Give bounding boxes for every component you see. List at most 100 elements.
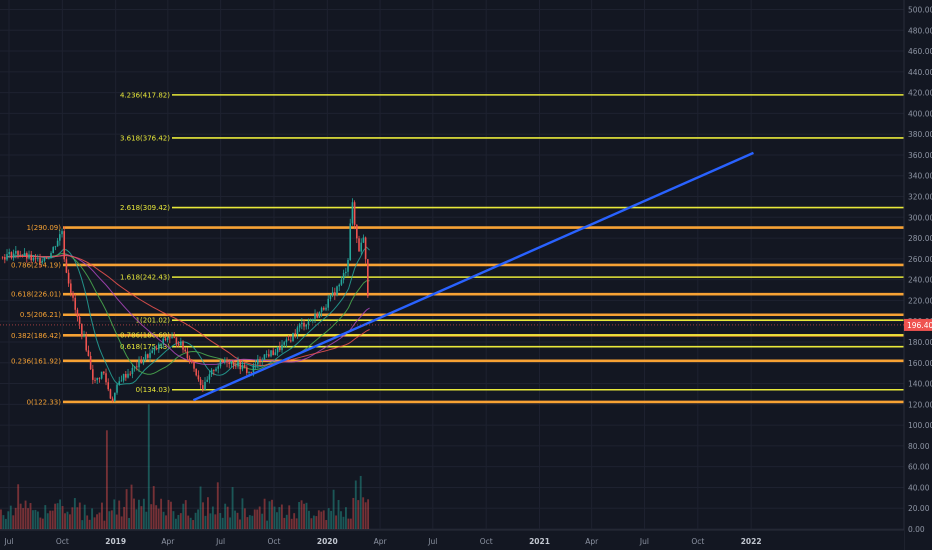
volume-bar (36, 511, 39, 529)
time-axis-panel[interactable] (0, 530, 904, 550)
volume-bar (145, 511, 148, 529)
volume-bar (160, 498, 163, 529)
candle-body (111, 398, 114, 402)
volume-bar (61, 506, 64, 529)
candle-body (127, 373, 129, 378)
candle-body (367, 259, 369, 297)
candle-body (290, 340, 292, 342)
volume-bar (298, 502, 301, 529)
price-tick-label: 80.00 (908, 442, 930, 451)
candle-body (21, 255, 24, 257)
volume-bar (142, 498, 145, 529)
current-price-box (904, 318, 932, 331)
candle-body (28, 254, 30, 259)
volume-bar (344, 507, 347, 529)
volume-bar (133, 498, 135, 529)
current-price-label: 196.40 (907, 321, 932, 330)
candle-body (325, 307, 327, 310)
candle-body (305, 324, 308, 327)
candle-body (74, 297, 77, 310)
price-tick-label: 340.00 (908, 172, 932, 181)
candle-body (349, 223, 352, 260)
volume-bar (349, 518, 352, 529)
trendline-line[interactable] (192, 151, 754, 402)
fib-level-label: 0.618(226.01) (11, 291, 61, 299)
volume-bar (182, 503, 185, 529)
fibonacci-levels[interactable]: 1(290.09) 0.786(254.19) 0.618(226.01) 0.5(2… (11, 91, 904, 406)
volume-bar (352, 497, 355, 529)
volume-bar (177, 514, 180, 529)
volume-bar (204, 515, 207, 529)
candle-body (193, 362, 195, 369)
candle-body (323, 307, 325, 310)
volume-bar (184, 500, 187, 529)
volume-bar (39, 517, 42, 529)
candle-body (50, 253, 52, 258)
volume-bar (78, 502, 81, 529)
volume-bar (29, 503, 32, 529)
price-tick-label: 380.00 (908, 130, 932, 139)
price-tick-label: 280.00 (908, 234, 932, 243)
candle-body (78, 317, 81, 324)
time-axis[interactable]: Jul Oct 2019 Apr Jul Oct 2020 Apr Jul Oct 2021 Apr J… (3, 537, 761, 546)
price-tick-label: 0.00 (908, 525, 925, 534)
candle-body (219, 360, 222, 367)
volume-bar (231, 487, 234, 529)
candle-body (114, 392, 116, 402)
price-tick-label: 20.00 (908, 504, 930, 513)
volume-bar (317, 510, 320, 529)
candle-body (230, 361, 233, 365)
candle-body (48, 257, 50, 259)
candle-body (175, 337, 178, 344)
candle-body (151, 350, 154, 353)
price-tick-label: 260.00 (908, 255, 932, 264)
fib-extension-label: 3.618(376.42) (120, 134, 170, 142)
price-axis[interactable]: 500.00 480.00 460.00 440.00 420.00 400.00 380.… (908, 6, 932, 535)
candle-body (41, 260, 44, 263)
candle-body (26, 253, 28, 259)
candle-body (239, 361, 242, 370)
volume-bar (219, 513, 222, 529)
volume-bar (199, 486, 202, 529)
volume-bar (310, 518, 313, 529)
volume-bar (7, 511, 10, 529)
candle-body (252, 365, 255, 373)
price-tick-label: 180.00 (908, 338, 932, 347)
candle-body (173, 337, 176, 338)
candle-body (215, 368, 217, 371)
volume-bar (283, 517, 286, 529)
candle-body (362, 237, 365, 243)
volume-bar (81, 520, 84, 529)
price-tick-label: 360.00 (908, 151, 932, 160)
price-tick-label: 300.00 (908, 213, 932, 222)
candle-body (116, 384, 118, 393)
volume-bar (364, 502, 367, 529)
candle-body (32, 257, 35, 261)
candle-body (336, 286, 338, 296)
candle-body (314, 314, 316, 319)
candle-body (144, 354, 147, 360)
trendline[interactable] (192, 151, 754, 402)
volume-bar (135, 509, 138, 529)
volume-bar (130, 484, 133, 529)
candle-body (81, 323, 83, 337)
volume-bar (22, 508, 25, 529)
candle-body (318, 311, 321, 318)
volume-bar (315, 516, 318, 529)
candle-body (364, 237, 367, 260)
candle-body (61, 231, 63, 235)
candle-body (1, 256, 4, 258)
volume-bar (312, 515, 315, 529)
price-axis-panel[interactable] (904, 0, 932, 550)
time-tick-label: Oct (480, 537, 493, 546)
price-tick-label: 40.00 (908, 483, 930, 492)
volume-bar (258, 506, 261, 529)
volume-bar (152, 486, 155, 529)
candle-body (158, 343, 160, 350)
volume-bar (83, 504, 86, 529)
candle-body (171, 337, 173, 339)
volume-bar (322, 510, 325, 529)
candle-body (303, 322, 305, 327)
time-tick-label: Jul (3, 537, 13, 546)
